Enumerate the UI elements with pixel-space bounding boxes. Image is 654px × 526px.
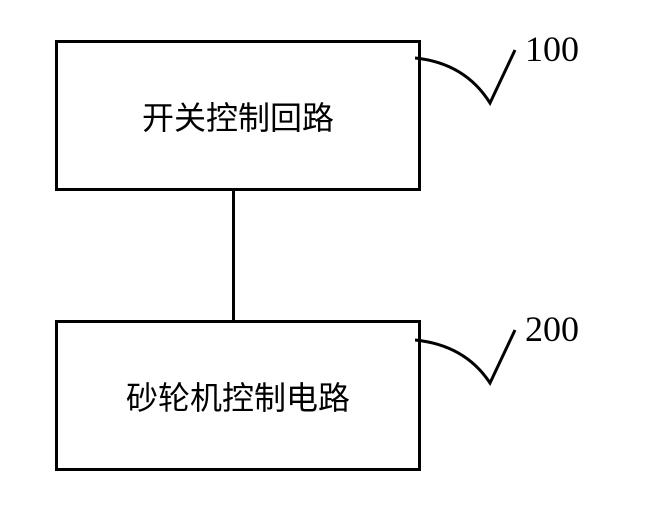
ref-curve-200 [415,308,535,388]
box-grinder-control-label: 砂轮机控制电路 [126,373,350,419]
box-switch-control-label: 开关控制回路 [142,93,334,139]
box-grinder-control: 砂轮机控制电路 [55,320,421,471]
box-switch-control: 开关控制回路 [55,40,421,191]
connector-line [232,188,235,320]
ref-label-100: 100 [525,28,579,70]
ref-curve-100 [415,28,535,108]
ref-label-200: 200 [525,308,579,350]
